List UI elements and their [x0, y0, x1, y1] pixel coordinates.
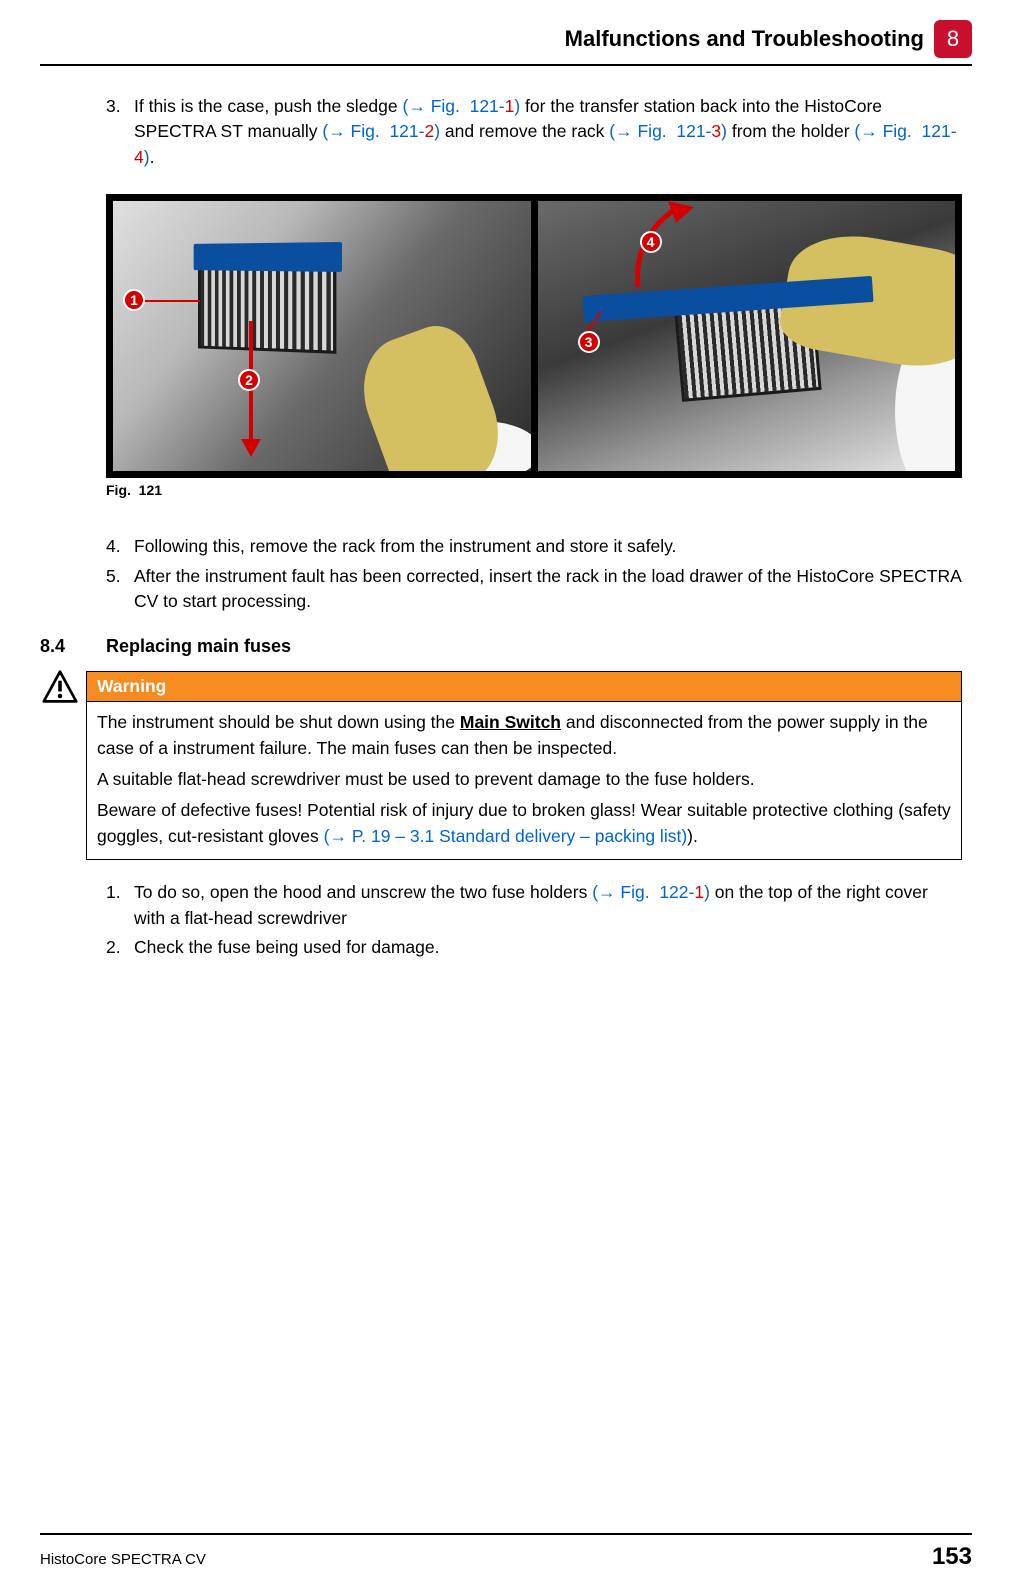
step-4: 4. Following this, remove the rack from … [106, 534, 962, 559]
section-title: Malfunctions and Troubleshooting [565, 26, 924, 52]
curved-arrow-icon [608, 201, 718, 307]
packing-list-ref[interactable]: (→ P. 19 – 3.1 Standard delivery – packi… [324, 826, 687, 846]
warning-text: A suitable flat-head screwdriver must be… [97, 767, 951, 792]
list-body: To do so, open the hood and unscrew the … [134, 880, 962, 931]
section-title: Replacing main fuses [106, 636, 291, 657]
warning-triangle-icon [42, 669, 78, 705]
warning-text: The instrument should be shut down using… [97, 710, 951, 761]
step-5: 5. After the instrument fault has been c… [106, 564, 962, 615]
fig-ref-121-3[interactable]: (→ Fig. 121-3) [609, 121, 727, 141]
text: To do so, open the hood and unscrew the … [134, 882, 592, 902]
callout-2: 2 [238, 369, 260, 391]
list-body: Following this, remove the rack from the… [134, 534, 962, 559]
page-number: 153 [932, 1543, 972, 1571]
footer-divider [40, 1533, 972, 1535]
main-switch-ref: Main Switch [460, 712, 561, 732]
fig-ref-121-1[interactable]: (→ Fig. 121-1) [403, 96, 521, 116]
chapter-number-badge: 8 [934, 20, 972, 58]
text: . [150, 147, 155, 167]
warning-text: Beware of defective fuses! Potential ris… [97, 798, 951, 849]
section-number: 8.4 [40, 636, 106, 657]
list-body: Check the fuse being used for damage. [134, 935, 962, 960]
product-name: HistoCore SPECTRA CV [40, 1551, 206, 1568]
pointer-line [145, 300, 200, 302]
list-number: 4. [106, 534, 134, 559]
warning-body: The instrument should be shut down using… [86, 701, 962, 860]
fig-ref-122-1[interactable]: (→ Fig. 122-1) [592, 882, 710, 902]
text: If this is the case, push the sledge [134, 96, 403, 116]
sledge-illustration [194, 242, 342, 272]
arrow-head-icon [241, 439, 261, 457]
figure-121-right-photo: 3 4 [538, 201, 956, 471]
text: from the holder [727, 121, 854, 141]
page-header: Malfunctions and Troubleshooting 8 [40, 20, 972, 58]
figure-121-left-photo: 1 2 [113, 201, 531, 471]
figure-121: 1 2 3 4 [106, 194, 962, 478]
figure-caption: Fig. 121 [106, 482, 962, 498]
section-heading-8-4: 8.4 Replacing main fuses [40, 636, 962, 657]
fig-ref-121-2[interactable]: (→ Fig. 121-2) [322, 121, 440, 141]
list-number: 5. [106, 564, 134, 615]
list-body: If this is the case, push the sledge (→ … [134, 94, 962, 170]
page-footer: HistoCore SPECTRA CV 153 [40, 1533, 972, 1571]
list-body: After the instrument fault has been corr… [134, 564, 962, 615]
slide-rack-illustration [198, 258, 336, 354]
main-content: 3. If this is the case, push the sledge … [40, 94, 972, 960]
fuse-step-2: 2. Check the fuse being used for damage. [106, 935, 962, 960]
callout-1: 1 [123, 289, 145, 311]
callout-4: 4 [640, 231, 662, 253]
list-number: 2. [106, 935, 134, 960]
glove-illustration [347, 315, 514, 471]
warning-box: Warning The instrument should be shut do… [86, 671, 962, 860]
step-3: 3. If this is the case, push the sledge … [106, 94, 962, 170]
warning-header: Warning [86, 671, 962, 701]
header-divider [40, 64, 972, 66]
footer-row: HistoCore SPECTRA CV 153 [40, 1543, 972, 1571]
list-number: 1. [106, 880, 134, 931]
page-container: Malfunctions and Troubleshooting 8 3. If… [0, 0, 1012, 1595]
list-number: 3. [106, 94, 134, 170]
text: and remove the rack [440, 121, 609, 141]
callout-3: 3 [578, 331, 600, 353]
fuse-step-1: 1. To do so, open the hood and unscrew t… [106, 880, 962, 931]
